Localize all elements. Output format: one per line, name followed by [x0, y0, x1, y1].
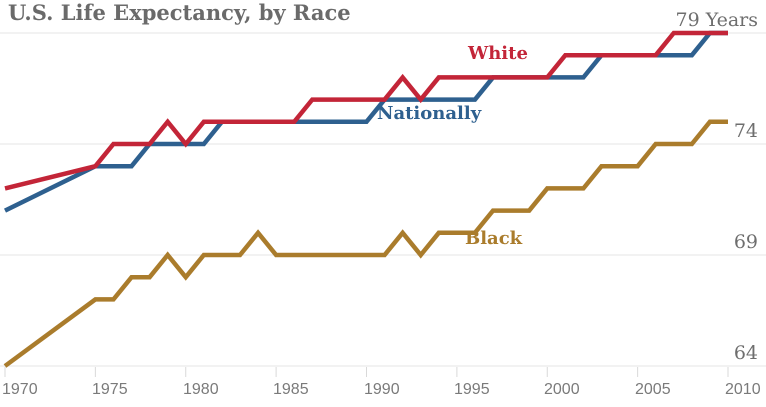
series-label-black: Black	[465, 228, 523, 249]
x-tick-label-1975: 1975	[92, 381, 128, 398]
x-tick-label-1980: 1980	[183, 381, 219, 398]
y-axis-label-79: 79 Years	[675, 9, 758, 31]
series-label-nationally: Nationally	[377, 103, 482, 124]
line-nationally	[4, 30, 728, 213]
x-tick-label-2000: 2000	[544, 381, 580, 398]
series-label-white: White	[468, 43, 528, 64]
line-black	[3, 119, 728, 368]
y-axis-label-69: 69	[733, 231, 758, 253]
chart-title: U.S. Life Expectancy, by Race	[8, 0, 351, 25]
y-axis-label-74: 74	[733, 120, 758, 142]
x-tick-label-1985: 1985	[273, 381, 309, 398]
y-axis-label-64: 64	[733, 342, 758, 364]
x-tick-label-1970: 1970	[2, 381, 38, 398]
x-tick-label-1995: 1995	[454, 381, 490, 398]
x-tick-label-2010: 2010	[725, 381, 761, 398]
line-white	[4, 30, 728, 191]
x-tick-label-2005: 2005	[635, 381, 671, 398]
x-tick-label-1990: 1990	[364, 381, 400, 398]
